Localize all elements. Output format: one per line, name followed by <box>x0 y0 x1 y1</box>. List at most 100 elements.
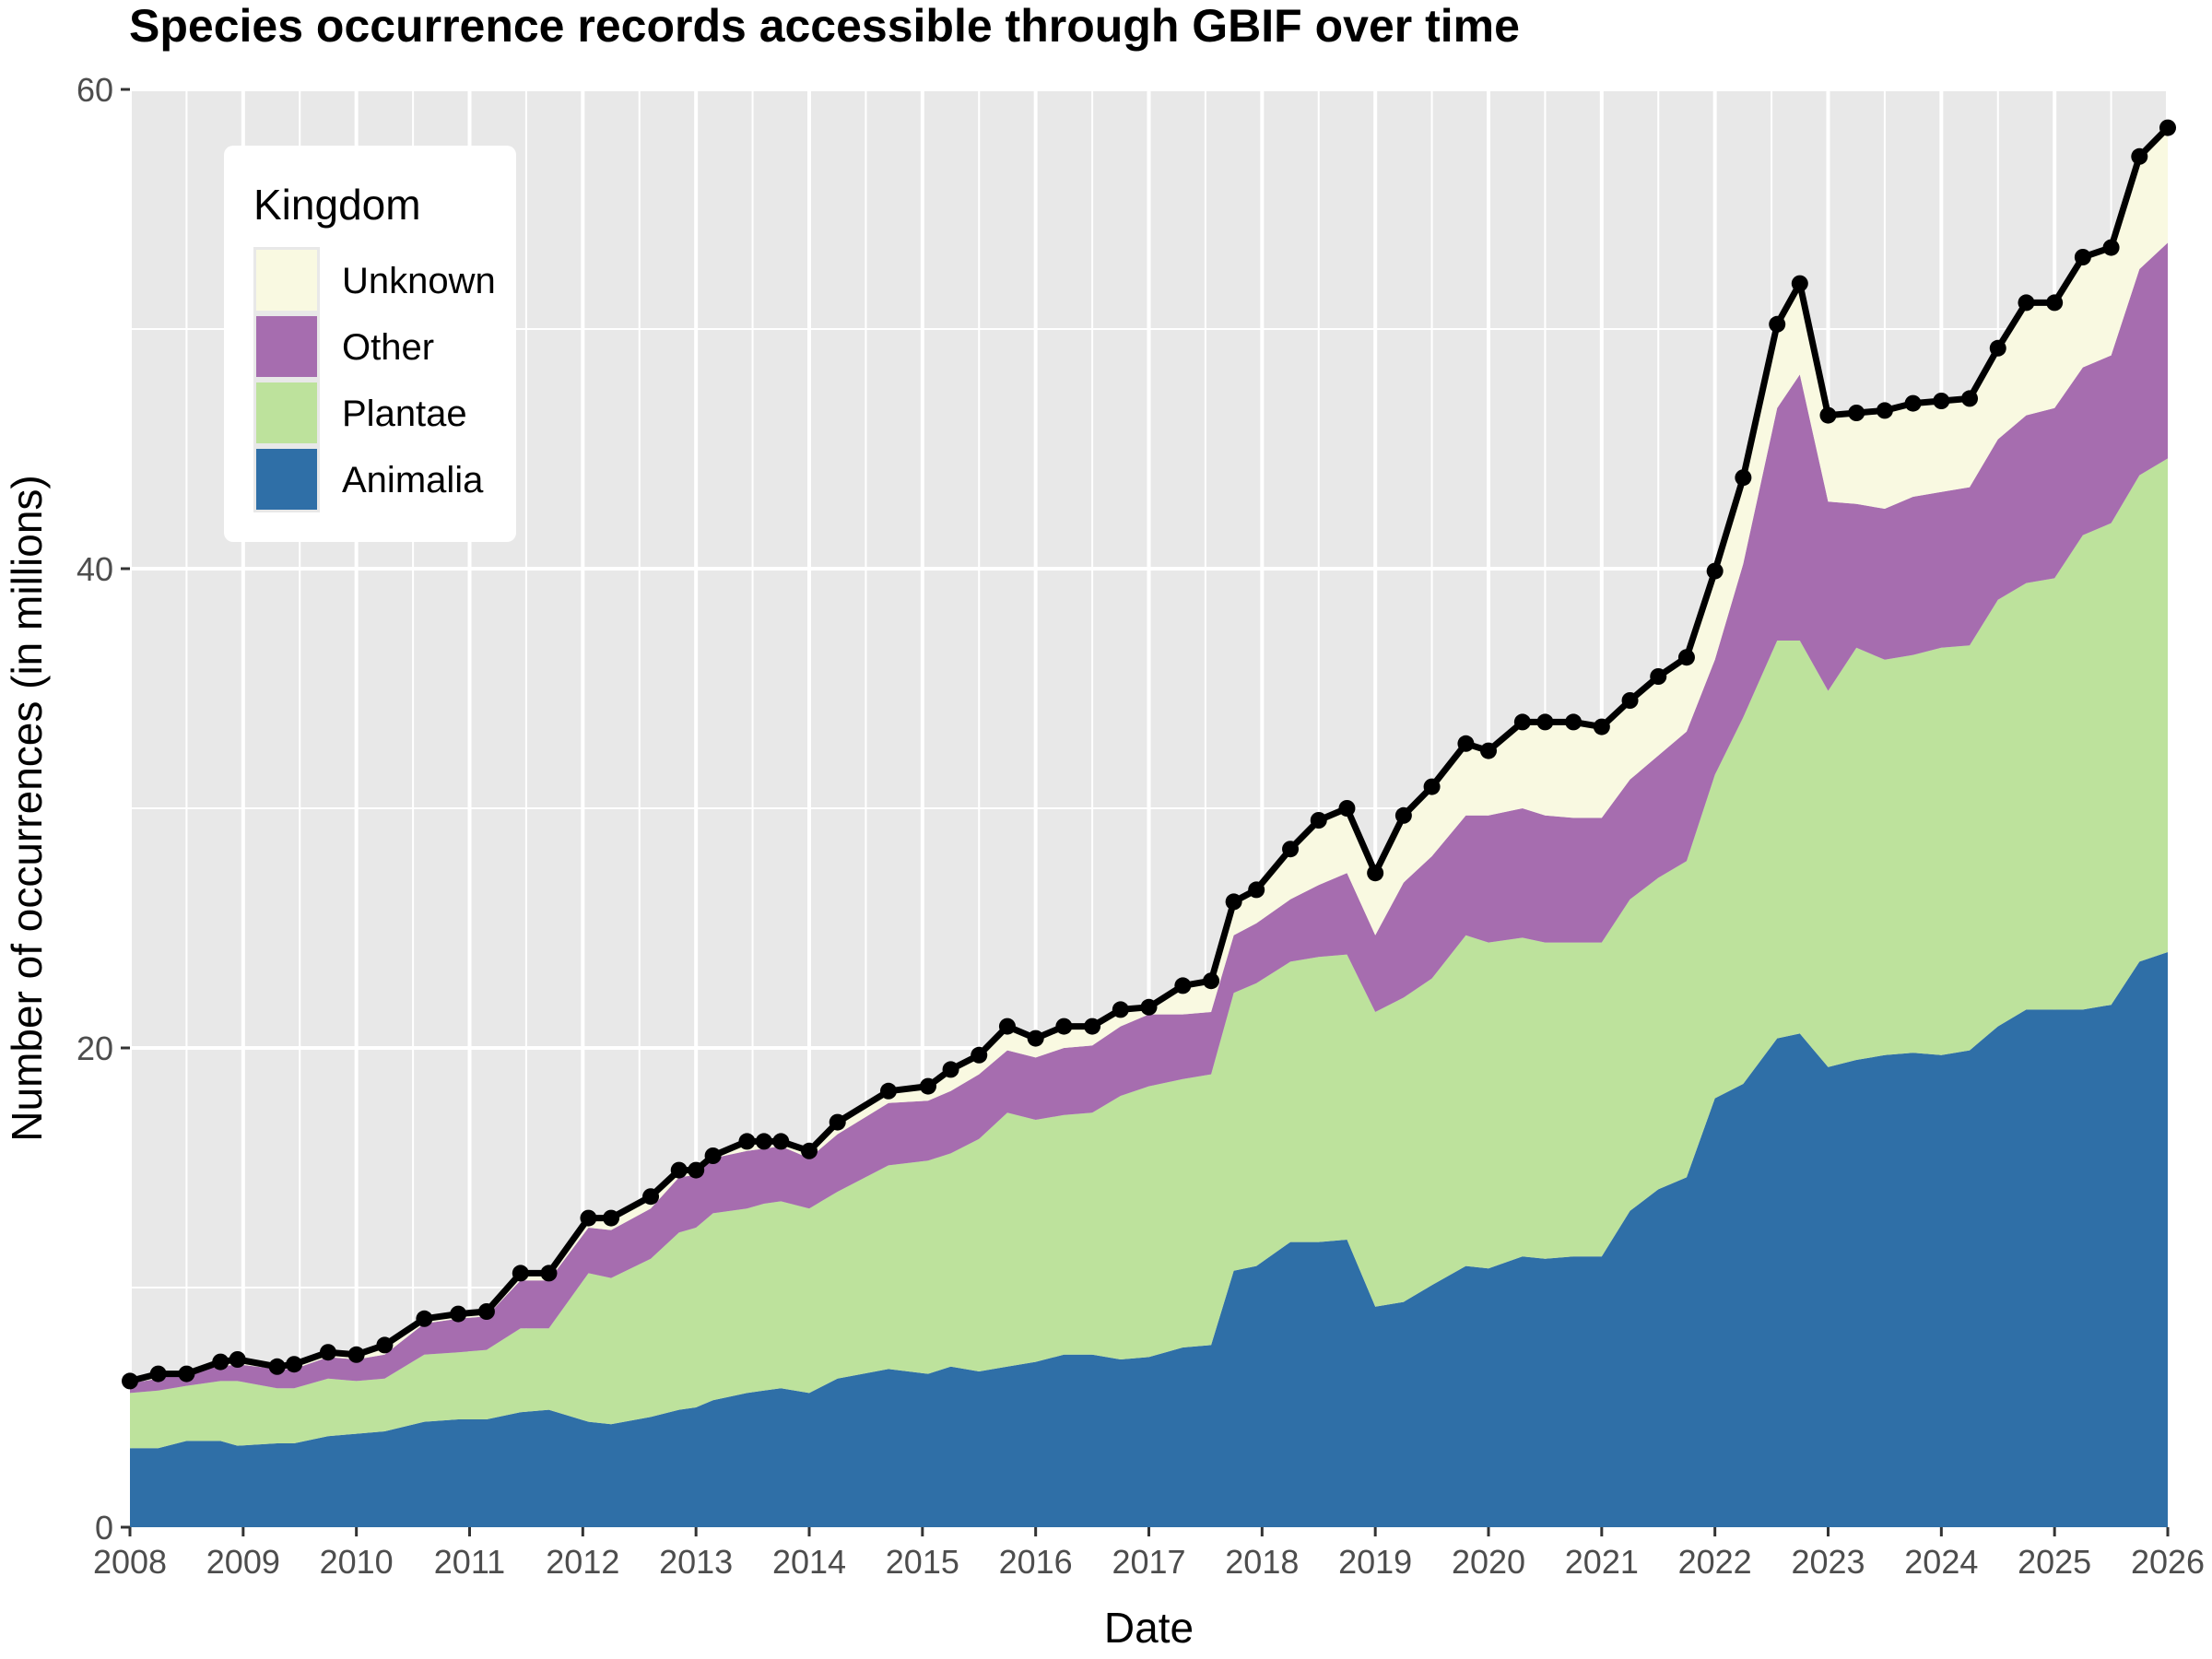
total-point <box>416 1310 433 1327</box>
total-point <box>2018 294 2035 312</box>
total-point <box>1367 865 1384 882</box>
y-tick-label: 20 <box>76 1030 113 1067</box>
total-point <box>1055 1018 1073 1035</box>
total-point <box>540 1265 558 1282</box>
legend-title: Kingdom <box>253 181 421 229</box>
x-tick-label: 2013 <box>659 1543 733 1581</box>
legend-label-other: Other <box>342 327 434 368</box>
total-point <box>512 1265 529 1282</box>
total-line <box>122 119 2176 1390</box>
total-point <box>1084 1018 1101 1035</box>
total-point <box>1248 881 1265 899</box>
y-axis-title: Number of occurrences (in millions) <box>3 475 51 1141</box>
legend-swatch-animalia <box>256 449 317 510</box>
total-point <box>1989 339 2006 357</box>
total-point <box>1735 469 1752 487</box>
x-tick-label: 2026 <box>2131 1543 2205 1581</box>
x-tick-label: 2014 <box>772 1543 846 1581</box>
total-point <box>1338 800 1356 817</box>
total-point <box>319 1344 336 1361</box>
x-tick-label: 2012 <box>546 1543 619 1581</box>
total-point <box>1480 742 1497 759</box>
total-point <box>1027 1030 1044 1047</box>
x-tick-label: 2022 <box>1678 1543 1752 1581</box>
total-point <box>1457 735 1475 752</box>
area-plantae <box>130 458 2168 1449</box>
legend-label-plantae: Plantae <box>342 394 467 434</box>
legend-label-animalia: Animalia <box>342 460 484 500</box>
total-point <box>829 1113 846 1131</box>
total-point <box>376 1336 394 1354</box>
total-point <box>178 1365 195 1382</box>
legend-swatch-unknown <box>256 250 317 311</box>
area-animalia <box>130 952 2168 1527</box>
x-axis: 2008 2009 2010 2011 2012 2013 2014 2015 2016 2017… <box>93 1527 2205 1581</box>
x-tick-label: 2023 <box>1791 1543 1865 1581</box>
total-point <box>212 1353 229 1371</box>
total-point <box>1791 275 1808 292</box>
x-tick-label: 2011 <box>434 1543 505 1581</box>
total-point <box>1513 713 1531 731</box>
total-point <box>1394 806 1412 824</box>
total-point <box>801 1142 818 1159</box>
total-point <box>2102 239 2120 256</box>
stacked-areas <box>130 127 2168 1527</box>
total-point <box>1112 1001 1129 1018</box>
y-tick-label: 0 <box>95 1509 113 1547</box>
total-point <box>1174 977 1192 994</box>
chart-title: Species occurrence records accessible th… <box>129 0 1520 52</box>
x-tick-label: 2020 <box>1452 1543 1525 1581</box>
x-tick-label: 2015 <box>886 1543 959 1581</box>
total-point <box>1848 405 1865 421</box>
total-point <box>642 1188 660 1206</box>
x-tick-label: 2017 <box>1112 1543 1185 1581</box>
legend: Kingdom Unknown Other Plantae Animalia <box>224 146 516 542</box>
total-point <box>755 1133 772 1150</box>
total-point <box>477 1303 495 1320</box>
total-point <box>2046 294 2064 312</box>
total-point <box>704 1147 722 1164</box>
total-point <box>2159 119 2176 136</box>
total-point <box>1706 562 1724 580</box>
total-point <box>286 1356 303 1373</box>
x-tick-label: 2019 <box>1338 1543 1412 1581</box>
y-tick-label: 40 <box>76 550 113 588</box>
total-point <box>772 1133 790 1150</box>
total-point <box>942 1061 959 1078</box>
total-point <box>1203 972 1220 990</box>
total-point <box>1225 893 1242 911</box>
total-point <box>919 1077 936 1095</box>
x-tick-label: 2025 <box>2018 1543 2091 1581</box>
total-point <box>1769 315 1786 333</box>
total-point <box>1282 841 1300 858</box>
total-point <box>1310 812 1327 829</box>
total-point <box>1593 718 1610 735</box>
x-tick-label: 2021 <box>1565 1543 1639 1581</box>
x-tick-label: 2016 <box>999 1543 1073 1581</box>
total-point <box>1904 394 1922 412</box>
total-point <box>268 1358 286 1375</box>
total-point <box>1536 713 1554 731</box>
total-point <box>1819 406 1837 424</box>
total-point <box>2074 249 2091 265</box>
total-point <box>1650 668 1667 685</box>
total-point <box>450 1305 467 1323</box>
legend-swatch-plantae <box>256 382 317 443</box>
total-point <box>998 1018 1016 1035</box>
x-tick-label: 2009 <box>206 1543 280 1581</box>
total-point <box>347 1346 365 1363</box>
total-point <box>688 1161 705 1179</box>
total-point <box>1565 713 1583 731</box>
legend-swatch-other <box>256 316 317 377</box>
x-tick-label: 2010 <box>320 1543 394 1581</box>
legend-label-unknown: Unknown <box>342 261 496 301</box>
total-point <box>149 1365 167 1382</box>
total-point <box>1933 393 1950 409</box>
x-tick-label: 2008 <box>93 1543 167 1581</box>
total-point <box>122 1372 138 1390</box>
total-point <box>670 1161 688 1179</box>
total-point <box>603 1209 620 1227</box>
total-point <box>1621 692 1639 709</box>
total-point <box>2131 147 2148 165</box>
